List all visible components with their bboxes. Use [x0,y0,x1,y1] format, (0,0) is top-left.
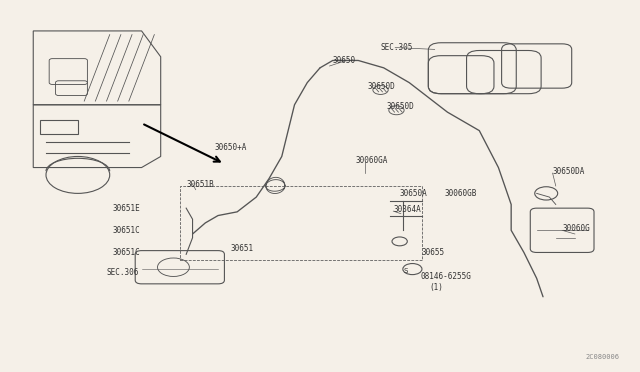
Text: 30060GA: 30060GA [355,155,387,165]
Text: 30650DA: 30650DA [552,167,585,176]
Text: 30651B: 30651B [186,180,214,189]
Text: 30651E: 30651E [113,203,141,213]
Text: 30651C: 30651C [113,226,141,235]
Text: 30650+A: 30650+A [215,143,247,152]
Text: 30060G: 30060G [562,224,590,233]
Text: 30650A: 30650A [399,189,428,198]
Bar [40,119,78,134]
Text: 30650: 30650 [333,56,356,65]
Text: S: S [404,268,408,274]
Text: 30651: 30651 [231,244,254,253]
Text: 08146-6255G: 08146-6255G [420,272,472,281]
Text: 30650D: 30650D [368,82,396,91]
Text: 30650D: 30650D [387,102,415,111]
Text: 30364A: 30364A [394,205,421,215]
Text: SEC.306: SEC.306 [106,268,139,277]
Text: SEC.305: SEC.305 [381,43,413,52]
Text: 2C080006: 2C080006 [586,353,620,359]
Text: 30651C: 30651C [113,248,141,257]
Text: (1): (1) [429,283,444,292]
Text: 30655: 30655 [422,248,445,257]
Text: 30060GB: 30060GB [444,189,477,198]
